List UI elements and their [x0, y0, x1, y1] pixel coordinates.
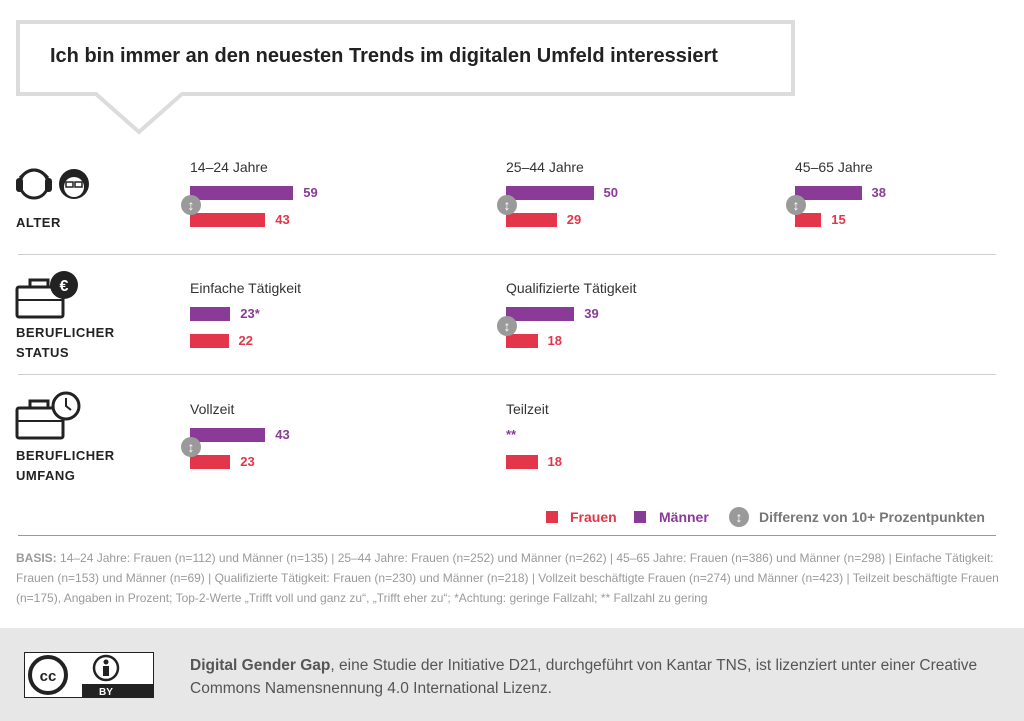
- value-label: 23*: [240, 306, 260, 321]
- bar-maenner: [190, 428, 266, 442]
- value-label: 18: [547, 333, 562, 348]
- value-label: 38: [871, 185, 886, 200]
- legend-frauen: Frauen: [570, 509, 617, 525]
- bar-frauen: [506, 334, 538, 348]
- legend-diff: Differenz von 10+ Prozentpunkten: [759, 509, 985, 525]
- bar-maenner: [190, 307, 231, 321]
- footer-bold: Digital Gender Gap: [190, 657, 331, 674]
- value-label: 15: [831, 212, 846, 227]
- diff-icon: ↕: [497, 195, 517, 215]
- diff-icon: ↕: [497, 316, 517, 336]
- group-label: Vollzeit: [190, 401, 235, 417]
- bar-maenner: [506, 186, 594, 200]
- section-label: ALTER: [16, 215, 61, 230]
- bar-frauen: [190, 334, 229, 348]
- bar-maenner: [506, 307, 575, 321]
- footer-text: Digital Gender Gap, eine Studie der Init…: [190, 654, 990, 700]
- value-label: 23: [240, 454, 255, 469]
- title: Ich bin immer an den neuesten Trends im …: [50, 45, 718, 67]
- diff-icon: ↕: [786, 195, 806, 215]
- section-label: BERUFLICHER STATUS: [16, 325, 115, 360]
- cc-badge: BY: [99, 687, 113, 698]
- value-label: 43: [275, 212, 290, 227]
- section-label: BERUFLICHER UMFANG: [16, 448, 115, 483]
- group-label: Einfache Tätigkeit: [190, 280, 302, 296]
- group-label: 25–44 Jahre: [506, 159, 584, 175]
- svg-text:€: €: [60, 278, 69, 295]
- separator: [18, 254, 996, 255]
- group-label: Qualifizierte Tätigkeit: [506, 280, 637, 296]
- title-bubble: [16, 20, 795, 135]
- separator: [18, 535, 996, 536]
- footer: [0, 628, 1024, 721]
- legend-swatch: [546, 511, 558, 523]
- svg-text:cc: cc: [40, 668, 57, 685]
- legend-swatch: [634, 511, 646, 523]
- diff-icon: ↕: [181, 437, 201, 457]
- basis: BASIS: 14–24 Jahre: Frauen (n=112) und M…: [16, 548, 1006, 608]
- cc-logo: cc BY: [24, 652, 154, 698]
- bar-frauen: [506, 213, 557, 227]
- bar-frauen: [190, 455, 231, 469]
- basis-text: 14–24 Jahre: Frauen (n=112) und Männer (…: [16, 551, 999, 605]
- footer-rest: , eine Studie der Initiative D21, durchg…: [190, 657, 978, 697]
- value-label: 29: [566, 212, 582, 227]
- diff-icon: ↕: [729, 507, 749, 527]
- value-label: 59: [303, 185, 318, 200]
- icons: €: [15, 168, 89, 440]
- value-label: 39: [584, 306, 599, 321]
- bar-frauen: [506, 455, 538, 469]
- group-label: 45–65 Jahre: [795, 159, 873, 175]
- bar-frauen: [795, 213, 822, 227]
- value-label: 50: [603, 185, 618, 200]
- value-label: 43: [275, 427, 290, 442]
- value-label: **: [506, 427, 517, 442]
- bar-maenner: [795, 186, 862, 200]
- group-label: Teilzeit: [506, 401, 549, 417]
- basis-label: BASIS:: [16, 551, 57, 565]
- value-label: 18: [547, 454, 562, 469]
- bar-frauen: [190, 213, 266, 227]
- separator: [18, 374, 996, 375]
- diff-icon: ↕: [181, 195, 201, 215]
- bar-maenner: [190, 186, 294, 200]
- group-label: 14–24 Jahre: [190, 159, 268, 175]
- value-label: 22: [238, 333, 253, 348]
- legend-maenner: Männer: [659, 509, 709, 525]
